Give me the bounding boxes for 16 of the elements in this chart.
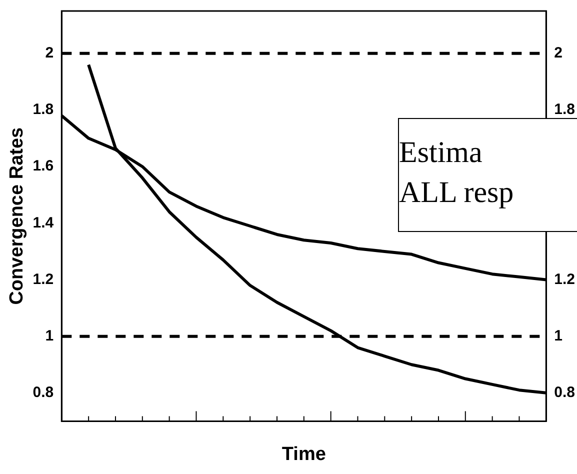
y-tick-label: 1.8 <box>32 101 54 118</box>
y-tick-label: 0.8 <box>32 384 54 402</box>
y2-tick-label: 1.2 <box>554 270 576 288</box>
y-tick-label: 1.4 <box>32 214 54 232</box>
x-axis-title: Time <box>282 444 326 465</box>
y-tick-label: 1.2 <box>32 270 54 288</box>
y-tick-label: 2 <box>45 44 54 62</box>
annotation: ALL resp <box>399 175 515 211</box>
annotation: Estima <box>399 135 484 171</box>
y-tick-label: 1.6 <box>32 158 54 175</box>
y-tick-label: 1 <box>45 327 54 344</box>
y2-tick-label: 2 <box>554 44 562 62</box>
y2-tick-label: 1.8 <box>554 101 576 118</box>
y2-tick-label: 0.8 <box>554 384 576 402</box>
y2-tick-label: 1 <box>554 327 562 344</box>
y-axis-title: Convergence Rates <box>6 127 28 305</box>
